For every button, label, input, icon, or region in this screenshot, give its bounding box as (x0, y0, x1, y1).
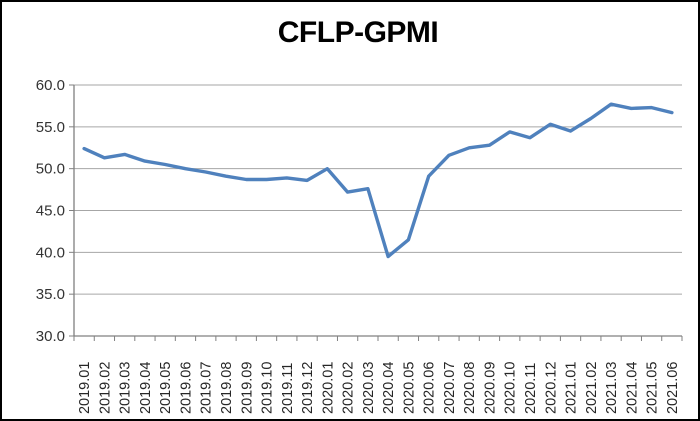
y-tick-label: 35.0 (36, 286, 65, 303)
x-tick-label: 2019.07 (199, 362, 215, 414)
x-tick-label: 2019.09 (239, 362, 255, 414)
y-tick-label: 50.0 (36, 161, 65, 178)
x-tick-label: 2020.06 (422, 362, 438, 414)
x-tick-label: 2020.04 (381, 362, 397, 414)
y-tick-label: 45.0 (36, 203, 65, 220)
x-tick-label: 2020.10 (503, 362, 519, 414)
x-tick-label: 2020.12 (543, 362, 559, 414)
y-tick-label: 40.0 (36, 244, 65, 261)
x-tick-label: 2021.01 (564, 362, 580, 414)
x-tick-label: 2021.02 (584, 362, 600, 414)
x-tick-label: 2019.04 (138, 362, 154, 414)
x-tick-label: 2020.03 (361, 362, 377, 414)
x-tick-label: 2019.05 (158, 362, 174, 414)
x-tick-label: 2019.03 (118, 362, 134, 414)
x-tick-label: 2020.11 (523, 363, 539, 414)
x-tick-label: 2019.08 (219, 362, 235, 414)
x-tick-label: 2021.04 (624, 362, 640, 414)
x-tick-label: 2020.01 (320, 362, 336, 414)
x-tick-label: 2020.08 (462, 362, 478, 414)
x-tick-label: 2019.11 (280, 363, 296, 414)
y-tick-label: 30.0 (36, 328, 65, 345)
chart-title: CFLP-GPMI (277, 16, 439, 49)
x-tick-label: 2021.06 (665, 362, 681, 414)
x-tick-label: 2020.02 (341, 362, 357, 414)
x-tick-label: 2020.09 (482, 362, 498, 414)
x-tick-label: 2019.02 (97, 362, 113, 414)
x-tick-label: 2021.05 (645, 362, 661, 414)
y-tick-label: 55.0 (36, 119, 65, 136)
y-tick-label: 60.0 (36, 77, 65, 94)
x-tick-label: 2019.01 (77, 362, 93, 414)
x-tick-label: 2021.03 (604, 362, 620, 414)
data-series-line (82, 102, 674, 259)
x-tick-label: 2019.12 (300, 362, 316, 414)
x-tick-label: 2020.05 (401, 362, 417, 414)
x-tick-label: 2019.10 (260, 362, 276, 414)
x-tick-label: 2020.07 (442, 362, 458, 414)
x-tick-label: 2019.06 (178, 362, 194, 414)
